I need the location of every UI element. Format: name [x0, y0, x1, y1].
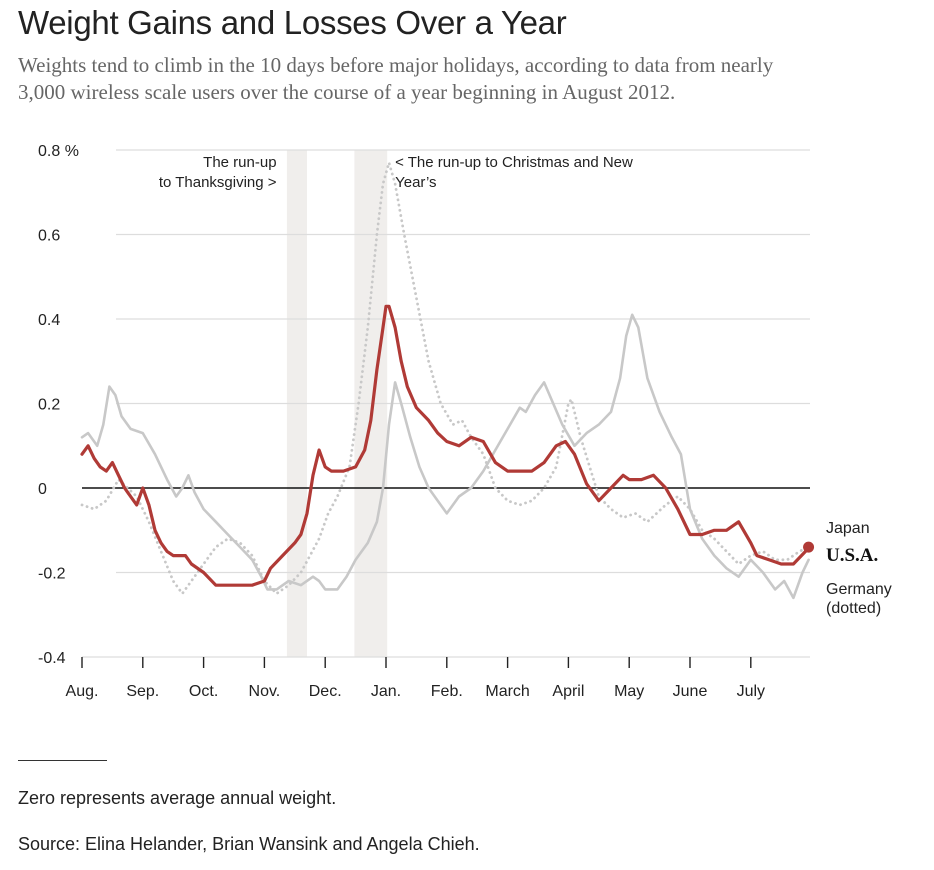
x-tick-label: March	[485, 683, 529, 700]
gridlines	[82, 149, 810, 574]
x-tick-label: June	[673, 683, 708, 700]
legend: Japan U.S.A. Germany (dotted)	[826, 520, 892, 617]
y-tick-label: 0.2	[38, 397, 60, 414]
chart-title: Weight Gains and Losses Over a Year	[18, 4, 567, 41]
footnote: Zero represents average annual weight.	[18, 788, 337, 808]
legend-usa: U.S.A.	[826, 545, 878, 566]
annotation-text: to Thanksgiving >	[159, 174, 277, 191]
y-tick-label: -0.2	[38, 566, 66, 583]
line-chart: 0.8 % 0.6 0.4 0.2 0 -0.2 -0.4 Aug. Sep. Oct. Nov.…	[38, 143, 892, 700]
legend-germany-dotted: (dotted)	[826, 600, 881, 617]
x-tick-label: May	[614, 683, 644, 700]
x-tick-label: Aug.	[66, 683, 99, 700]
y-tick-label: -0.4	[38, 650, 66, 667]
y-tick-label: 0.8 %	[38, 143, 79, 160]
source-credit: Source: Elina Helander, Brian Wansink an…	[18, 834, 480, 854]
x-tick-label: Feb.	[431, 683, 463, 700]
legend-japan: Japan	[826, 520, 870, 537]
x-tick-label: Sep.	[126, 683, 159, 700]
x-tick-label: July	[737, 683, 765, 700]
annotation-text: The run-up	[203, 154, 276, 171]
annotation-text: < The run-up to Christmas and New	[395, 154, 633, 171]
x-tick-label: Dec.	[309, 683, 342, 700]
x-axis: Aug. Sep. Oct. Nov. Dec. Jan. Feb. March April Ma…	[66, 656, 810, 700]
annotations: The run-up to Thanksgiving > < The run-up …	[159, 154, 633, 191]
x-tick-label: April	[552, 683, 584, 700]
annotation-text: Year’s	[395, 174, 436, 191]
y-tick-label: 0	[38, 481, 47, 498]
japan-line	[80, 313, 810, 600]
subtitle-line-1: Weights tend to climb in the 10 days bef…	[18, 53, 774, 77]
y-axis-tick-labels: 0.8 % 0.6 0.4 0.2 0 -0.2 -0.4	[38, 143, 79, 667]
y-tick-label: 0.6	[38, 228, 60, 245]
legend-germany: Germany	[826, 581, 892, 598]
footer-divider	[18, 760, 107, 761]
x-tick-label: Nov.	[249, 683, 281, 700]
data-series	[80, 161, 815, 600]
x-tick-label: Jan.	[371, 683, 401, 700]
chart-subtitle: Weights tend to climb in the 10 days bef…	[18, 52, 918, 106]
x-tick-label: Oct.	[189, 683, 218, 700]
usa-end-marker	[803, 541, 815, 553]
subtitle-line-2: 3,000 wireless scale users over the cour…	[18, 80, 676, 104]
usa-line	[80, 304, 811, 587]
y-tick-label: 0.4	[38, 312, 60, 329]
germany-line	[80, 161, 810, 595]
